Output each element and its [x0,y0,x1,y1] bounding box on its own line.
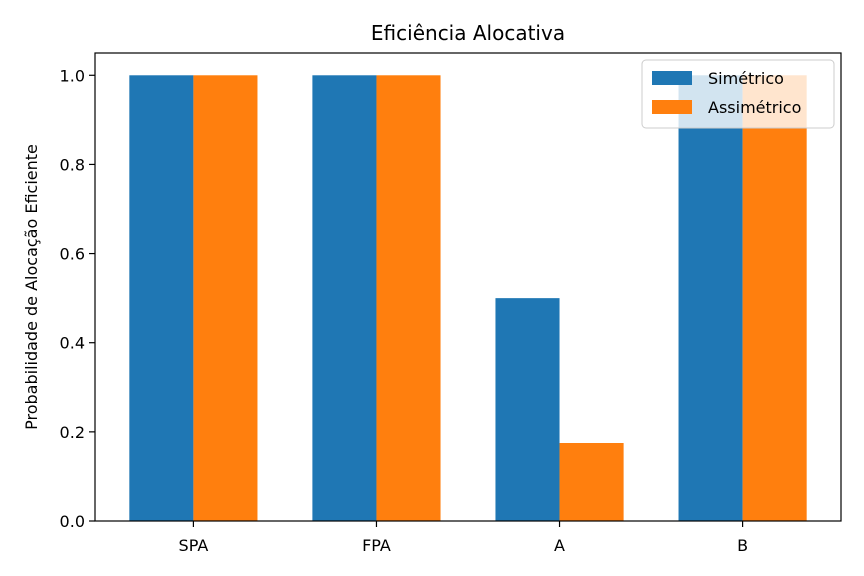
y-tick-label: 0.8 [60,155,85,174]
bar-assimetrico-a [559,443,624,521]
x-tick-label: B [737,536,748,555]
y-axis-title: Probabilidade de Alocação Eficiente [22,144,41,430]
y-tick-label: 0.2 [60,423,85,442]
x-tick-label: SPA [179,536,209,555]
bar-assimetrico-b [742,75,807,522]
legend: Simétrico Assimétrico [641,59,835,129]
bar-assimetrico-spa [193,75,258,522]
x-axis: SPA FPA A B [179,521,748,555]
y-tick-label: 1.0 [60,66,85,85]
bar-simetrico-a [495,298,560,521]
y-tick-label: 0.0 [60,512,85,531]
legend-swatch [652,100,692,114]
legend-swatch [652,71,692,85]
x-tick-label: FPA [362,536,391,555]
legend-label: Simétrico [708,69,784,88]
legend-label: Assimétrico [708,98,801,117]
x-tick-label: A [554,536,565,555]
bar-assimetrico-fpa [376,75,441,522]
plot-frame [94,52,842,522]
y-tick-label: 0.6 [60,245,85,264]
y-tick-label: 0.4 [60,334,85,353]
bars-group [129,75,807,522]
y-axis: 0.0 0.2 0.4 0.6 0.8 1.0 [60,66,95,531]
chart-title: Eficiência Alocativa [371,21,565,45]
bar-simetrico-spa [129,75,194,522]
bar-simetrico-b [678,75,743,522]
bar-simetrico-fpa [312,75,377,522]
